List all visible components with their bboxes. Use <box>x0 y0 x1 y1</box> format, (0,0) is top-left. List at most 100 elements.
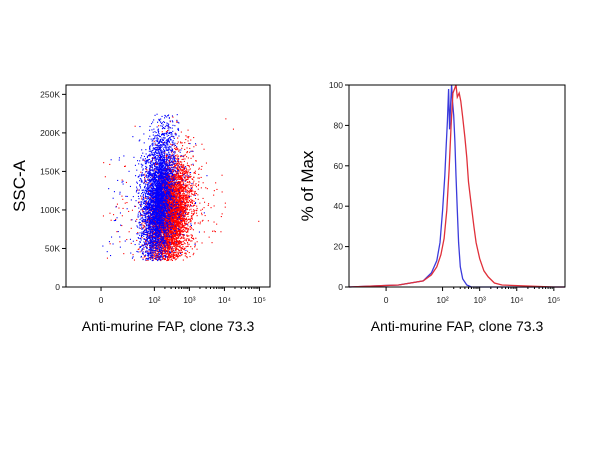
scatter-point <box>169 231 171 233</box>
scatter-point <box>175 218 177 220</box>
scatter-point <box>173 237 175 239</box>
scatter-point <box>140 214 142 216</box>
scatter-point <box>177 175 179 177</box>
scatter-point <box>182 190 184 192</box>
scatter-point <box>170 231 172 233</box>
scatter-point <box>153 220 155 222</box>
scatter-point <box>180 197 182 199</box>
scatter-point <box>170 230 172 232</box>
scatter-point <box>152 233 154 235</box>
scatter-point <box>158 233 160 235</box>
scatter-point <box>168 252 170 254</box>
scatter-point <box>149 240 151 242</box>
scatter-point <box>175 184 177 186</box>
scatter-point <box>194 222 196 224</box>
scatter-point <box>165 204 167 206</box>
scatter-point <box>168 174 170 176</box>
scatter-point <box>173 220 175 222</box>
scatter-point <box>173 218 175 220</box>
scatter-point <box>181 166 183 168</box>
scatter-point <box>173 209 175 211</box>
scatter-point <box>163 258 165 260</box>
scatter-point <box>169 143 171 145</box>
scatter-point <box>161 184 163 186</box>
scatter-point <box>175 220 177 222</box>
scatter-point <box>181 236 183 238</box>
scatter-point <box>187 129 189 131</box>
scatter-point <box>186 227 188 229</box>
scatter-point <box>182 259 184 261</box>
scatter-point <box>183 201 185 203</box>
scatter-point <box>204 201 206 203</box>
scatter-point <box>180 161 182 163</box>
scatter-point <box>179 255 181 257</box>
scatter-point <box>176 147 178 149</box>
scatter-point <box>168 250 170 252</box>
scatter-point <box>185 208 187 210</box>
scatter-point <box>178 221 180 223</box>
scatter-point <box>145 168 147 170</box>
scatter-point <box>179 226 181 228</box>
scatter-point <box>168 216 170 218</box>
scatter-point <box>176 221 178 223</box>
scatter-point <box>181 229 183 231</box>
scatter-point <box>142 257 144 259</box>
scatter-point <box>183 195 185 197</box>
scatter-point <box>175 208 177 210</box>
scatter-point <box>155 143 157 145</box>
scatter-point <box>187 228 189 230</box>
scatter-point <box>184 197 186 199</box>
scatter-point <box>179 223 181 225</box>
scatter-point <box>185 183 187 185</box>
scatter-point <box>143 225 145 227</box>
scatter-point <box>174 174 176 176</box>
scatter-point <box>188 190 190 192</box>
scatter-point <box>171 232 173 234</box>
scatter-point <box>173 170 175 172</box>
scatter-point <box>154 225 156 227</box>
scatter-point <box>174 220 176 222</box>
scatter-point <box>177 194 179 196</box>
scatter-point <box>162 217 164 219</box>
scatter-point <box>163 247 165 249</box>
scatter-point <box>130 242 132 244</box>
scatter-point <box>186 191 188 193</box>
scatter-point <box>162 201 164 203</box>
scatter-point <box>161 216 163 218</box>
scatter-point <box>186 231 188 233</box>
scatter-point <box>169 188 171 190</box>
scatter-point <box>170 217 172 219</box>
scatter-point <box>144 222 146 224</box>
scatter-point <box>174 259 176 261</box>
scatter-point <box>180 209 182 211</box>
scatter-point <box>177 187 179 189</box>
scatter-point <box>173 203 175 205</box>
scatter-point <box>176 248 178 250</box>
scatter-point <box>153 158 155 160</box>
scatter-point <box>181 205 183 207</box>
scatter-point <box>176 207 178 209</box>
scatter-point <box>184 171 186 173</box>
scatter-point <box>192 254 194 256</box>
scatter-point <box>176 202 178 204</box>
scatter-point <box>178 190 180 192</box>
scatter-point <box>178 255 180 257</box>
scatter-point <box>170 220 172 222</box>
scatter-point <box>188 240 190 242</box>
scatter-point <box>166 242 168 244</box>
scatter-point <box>174 186 176 188</box>
scatter-point <box>176 186 178 188</box>
scatter-point <box>175 248 177 250</box>
scatter-point <box>177 168 179 170</box>
scatter-point <box>176 193 178 195</box>
scatter-point <box>173 189 175 191</box>
scatter-point <box>181 170 183 172</box>
scatter-point <box>182 196 184 198</box>
scatter-point <box>148 234 150 236</box>
scatter-point <box>175 234 177 236</box>
scatter-point <box>177 186 179 188</box>
scatter-point <box>171 211 173 213</box>
scatter-point <box>145 240 147 242</box>
scatter-point <box>169 230 171 232</box>
scatter-point <box>172 215 174 217</box>
